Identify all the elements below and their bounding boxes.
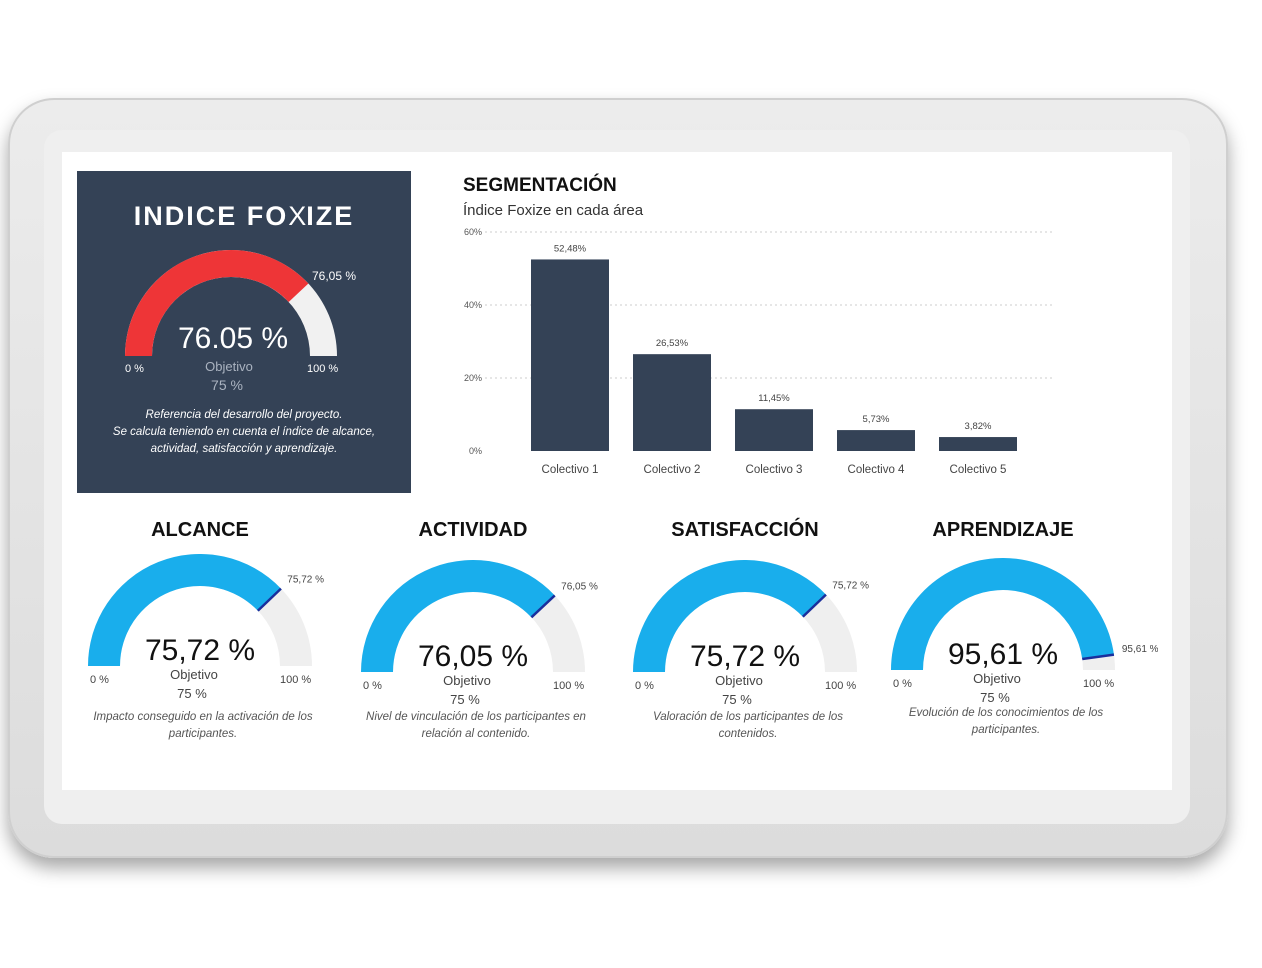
gauge-title: ACTIVIDAD [418,519,528,541]
x-tick-label: Colectivo 3 [746,464,803,476]
gauge-target-value: 75 % [177,686,207,699]
gauge-max-label: 100 % [280,674,311,686]
gauge-target-label: Objetivo [170,667,218,682]
gauge-target-value: 75 % [211,377,243,393]
gauge-marker-label: 95,61 % [1122,644,1158,655]
gauge-description: Valoración de los participantes de los co… [618,709,878,743]
gauge-marker-label: 76,05 % [312,269,356,283]
foxize-index-card: INDICE FOXIZE 76,05 % 76.05 % Objetivo 7… [77,171,411,493]
gauge-max-label: 100 % [553,680,584,692]
gauge-value: 75,72 % [145,634,255,667]
y-tick-label: 0% [469,446,482,456]
gauge-min-label: 0 % [125,363,144,375]
gauge-title: APRENDIZAJE [932,519,1074,541]
gauge-target-value: 75 % [722,692,752,705]
gauge-min-label: 0 % [635,680,654,692]
y-tick-label: 40% [464,300,482,310]
gauge-max-label: 100 % [825,680,856,692]
x-tick-label: Colectivo 5 [950,464,1007,476]
gauge-fill [891,558,1114,670]
desc-line: Nivel de vinculación de los participante… [366,711,586,723]
gauge-fill [125,249,309,356]
gauge-target-label: Objetivo [443,673,491,688]
gauge-title: SATISFACCIÓN [671,519,819,541]
desc-line: Evolución de los conocimientos de los [908,707,1104,719]
gauge-marker-label: 76,05 % [561,581,598,592]
gauge-marker-label: 75,72 % [832,580,869,591]
gauge-target-value: 75 % [450,692,480,705]
gauge-min-label: 0 % [363,680,382,692]
desc-line: Se calcula teniendo en cuenta el índice … [112,426,376,438]
gauge-target-value: 75 % [980,690,1010,703]
gauge-min-label: 0 % [90,674,109,686]
desc-line: Valoración de los participantes de los [652,711,844,723]
gauge-target-marker [801,593,827,618]
gauge-description: Impacto conseguido en la activación de l… [73,709,333,743]
gauge-description: Evolución de los conocimientos de los par… [876,705,1136,739]
gauge-value: 76.05 % [178,322,288,355]
segmentation-bar-chart: 0% 20% 40% 60% 52,48% Colectivo 1 26,53% Colect… [464,227,1055,476]
gauge-target-label: Objetivo [973,671,1021,686]
desc-line: Impacto conseguido en la activación de l… [93,711,313,723]
gauge-fill [88,554,281,666]
gauge-max-label: 100 % [1083,678,1114,690]
y-tick-label: 20% [464,373,482,383]
desc-line: actividad, satisfacción y aprendizaje. [150,443,338,455]
desc-line: contenidos. [718,728,778,740]
gauge-title: ALCANCE [151,519,249,541]
gauge-value: 75,72 % [690,640,800,673]
gauge-target-label: Objetivo [205,359,253,374]
foxize-description: Referencia del desarrollo del proyecto. … [87,407,401,458]
x-tick-label: Colectivo 2 [644,464,701,476]
desc-line: relación al contenido. [421,728,531,740]
gauge-min-label: 0 % [893,678,912,690]
bar-value-label: 52,48% [554,243,587,254]
desc-line: Referencia del desarrollo del proyecto. [145,409,343,421]
bar[interactable] [633,354,711,451]
logo-text-left: INDICE FO [133,201,289,231]
gauge-marker-label: 75,72 % [287,574,324,585]
y-tick-label: 60% [464,227,482,237]
gauge-target-marker [1082,653,1115,661]
gauge-fill [361,560,555,672]
bar-value-label: 5,73% [863,414,890,425]
bar[interactable] [735,409,813,451]
gauge-value: 76,05 % [418,640,528,673]
desc-line: participantes. [971,724,1041,736]
bar-value-label: 3,82% [965,421,992,432]
gauge-description: Nivel de vinculación de los participante… [346,709,606,743]
gauge-fill [633,560,826,672]
gauge-value: 95,61 % [948,638,1058,671]
segmentation-title: SEGMENTACIÓN [463,175,617,196]
logo-text-right: IZE [306,201,355,231]
gauge-target-marker [530,594,556,619]
foxize-gauge: 76,05 % 76.05 % Objetivo 75 % 0 % 100 % [125,249,356,393]
bar[interactable] [531,259,609,451]
bar-value-label: 26,53% [656,338,689,349]
bar-value-label: 11,45% [758,393,790,404]
segmentation-subtitle: Índice Foxize en cada área [463,202,644,219]
gauge-target-label: Objetivo [715,673,763,688]
foxize-logo: INDICE FOXIZE [77,201,411,232]
x-tick-label: Colectivo 4 [848,464,905,476]
gauge-target-marker [256,587,282,612]
gauge-max-label: 100 % [307,363,338,375]
bar[interactable] [837,430,915,451]
bar[interactable] [939,437,1017,451]
x-tick-label: Colectivo 1 [542,464,599,476]
desc-line: participantes. [168,728,238,740]
logo-text-x: X [288,201,307,231]
